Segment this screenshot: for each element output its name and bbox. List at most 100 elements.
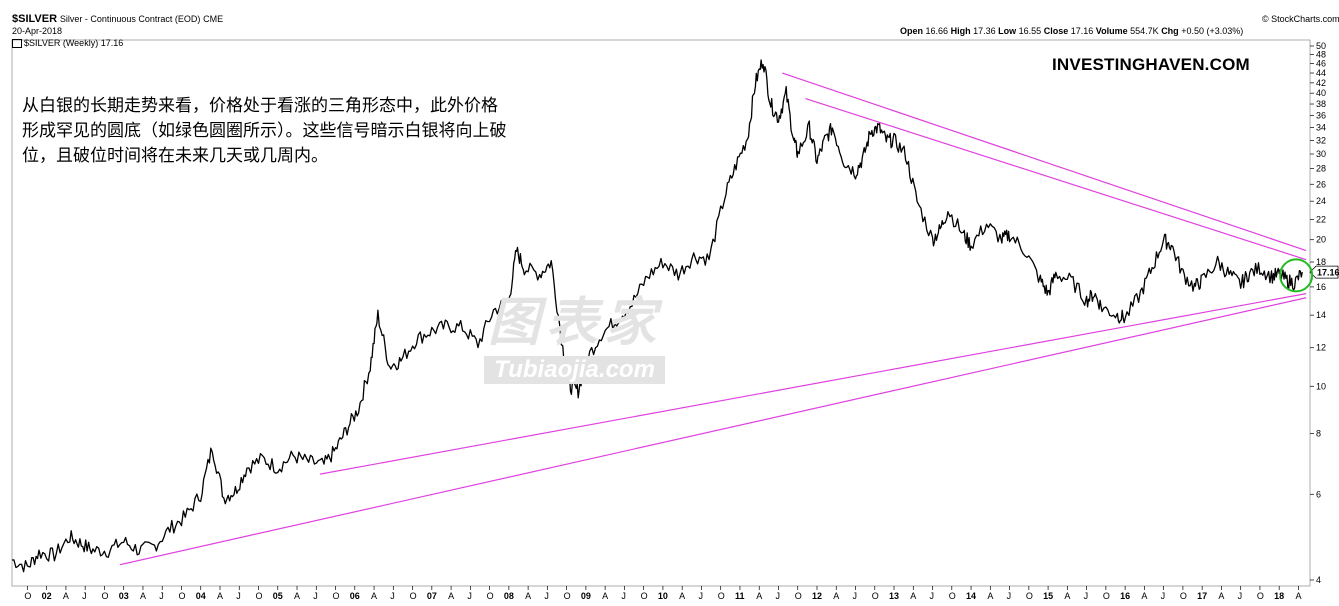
x-month-label: A [833, 591, 839, 601]
x-month-label: O [24, 591, 31, 601]
legend-text: $SILVER (Weekly) 17.16 [24, 38, 124, 48]
x-month-label: A [1218, 591, 1224, 601]
x-month-label: A [679, 591, 685, 601]
y-tick-label: 6 [1316, 489, 1321, 499]
x-month-label: J [467, 591, 472, 601]
series-legend: $SILVER (Weekly) 17.16 [12, 37, 123, 49]
y-tick-label: 18 [1316, 257, 1326, 267]
plot-border [11, 39, 1311, 587]
source-credit: © StockCharts.com [1262, 14, 1339, 24]
rounding-bottom-circle [1279, 258, 1314, 293]
exchange-label: CME [203, 14, 224, 24]
x-year-label: 11 [735, 591, 745, 601]
x-month-label: J [1238, 591, 1243, 601]
ohlc-readout: Open 16.66 High 17.36 Low 16.55 Close 17… [900, 25, 1243, 37]
x-month-label: A [371, 591, 377, 601]
x-month-label: A [1064, 591, 1070, 601]
y-tick-label: 16 [1316, 282, 1326, 292]
instrument-description: Silver - Continuous Contract (EOD) [59, 14, 201, 24]
x-month-label: J [82, 591, 87, 601]
y-tick-label: 30 [1316, 149, 1326, 159]
x-year-label: 13 [889, 591, 899, 601]
chg-value: +0.50 (+3.03%) [1181, 26, 1244, 36]
y-tick-label: 20 [1316, 235, 1326, 245]
x-month-label: J [698, 591, 703, 601]
price-line [11, 59, 1303, 573]
x-month-label: O [256, 591, 263, 601]
volume-label: Volume [1095, 26, 1128, 36]
y-tick-label: 28 [1316, 164, 1326, 174]
x-month-label: A [448, 591, 454, 601]
y-tick-label: 50 [1316, 41, 1326, 51]
y-tick-label: 8 [1316, 428, 1321, 438]
x-year-label: 17 [1197, 591, 1207, 601]
x-month-label: O [101, 591, 108, 601]
y-tick-label: 46 [1316, 59, 1326, 69]
y-tick-label: 12 [1316, 343, 1326, 353]
x-year-label: 10 [658, 591, 668, 601]
high-label: High [950, 26, 971, 36]
x-month-label: A [525, 591, 531, 601]
brand-logo-text: INVESTINGHAVEN.COM [1052, 55, 1250, 74]
x-month-label: A [987, 591, 993, 601]
x-month-label: A [910, 591, 916, 601]
trendline [320, 293, 1307, 475]
y-tick-label: 42 [1316, 78, 1326, 88]
x-month-label: A [63, 591, 69, 601]
x-month-label: A [294, 591, 300, 601]
x-month-label: J [775, 591, 780, 601]
x-year-label: 07 [427, 591, 437, 601]
last-price-label: 17.16 [1317, 268, 1339, 278]
x-year-label: 12 [812, 591, 822, 601]
last-price-tag [1309, 265, 1339, 279]
x-month-label: J [621, 591, 626, 601]
close-label: Close [1043, 26, 1069, 36]
x-year-label: 05 [273, 591, 283, 601]
chart-title-row: $SILVER Silver - Continuous Contract (EO… [12, 13, 223, 26]
y-tick-label: 24 [1316, 196, 1326, 206]
y-tick-label: 34 [1316, 123, 1326, 133]
rounding-bottom-circle-mark [1279, 258, 1314, 293]
trendline [782, 72, 1307, 252]
y-axis: 4681012141618202224262830323436384042444… [1309, 41, 1339, 585]
y-tick-label: 10 [1316, 381, 1326, 391]
x-month-label: J [930, 591, 935, 601]
x-month-label: O [487, 591, 494, 601]
y-tick-label: 22 [1316, 215, 1326, 225]
x-year-label: 04 [196, 591, 206, 601]
watermark-sub: Tubiaojia.com [484, 356, 665, 384]
y-tick-label: 4 [1316, 575, 1321, 585]
x-month-label: O [1180, 591, 1187, 601]
x-month-label: J [1007, 591, 1012, 601]
x-month-label: J [1084, 591, 1089, 601]
price-series [11, 59, 1303, 573]
x-month-label: O [718, 591, 725, 601]
x-month-label: O [641, 591, 648, 601]
axis-frame [11, 39, 1311, 587]
x-month-label: J [544, 591, 549, 601]
trendline [119, 297, 1307, 566]
y-tick-label: 38 [1316, 99, 1326, 109]
x-year-label: 16 [1120, 591, 1130, 601]
x-month-label: A [1295, 591, 1301, 601]
high-value: 17.36 [973, 26, 996, 36]
low-label: Low [998, 26, 1017, 36]
x-year-label: 14 [966, 591, 976, 601]
x-month-label: O [872, 591, 879, 601]
close-value: 17.16 [1070, 26, 1094, 36]
x-month-label: O [949, 591, 956, 601]
y-tick-label: 14 [1316, 310, 1326, 320]
y-tick-label: 44 [1316, 68, 1326, 78]
x-month-label: J [390, 591, 395, 601]
x-month-label: A [217, 591, 223, 601]
x-month-label: A [1141, 591, 1147, 601]
x-month-label: O [1026, 591, 1033, 601]
annotation-text: 从白银的长期走势来看，价格处于看涨的三角形态中，此外价格形成罕见的圆底（如绿色圆… [22, 96, 507, 166]
x-month-label: O [410, 591, 417, 601]
y-tick-label: 26 [1316, 179, 1326, 189]
x-axis: O 02 A J O 03 A J O 04 A J O 05 A J O 06 A J O 07 A J O 08 A J O 09 A J… [24, 586, 1301, 601]
x-month-label: J [236, 591, 241, 601]
watermark-main: 图表家 [488, 294, 663, 352]
x-month-label: J [313, 591, 318, 601]
as-of-date: 20-Apr-2018 [12, 26, 63, 36]
